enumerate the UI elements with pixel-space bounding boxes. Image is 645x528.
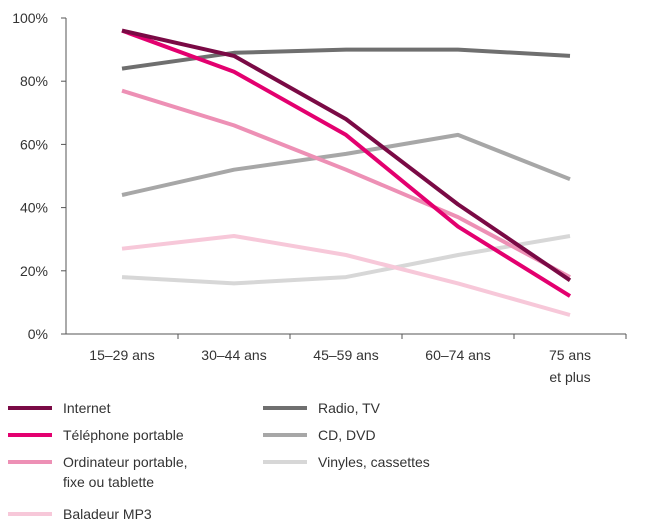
legend-item: Radio, TV [263, 400, 381, 416]
legend-label-line: Baladeur MP3 [63, 506, 152, 522]
x-tick-label-line: 45–59 ans [313, 347, 378, 363]
legend-item: Internet [8, 400, 111, 416]
x-tick-label-line: 15–29 ans [89, 347, 154, 363]
series-lines [121, 28, 572, 317]
legend-label-line: Téléphone portable [63, 427, 184, 443]
legend-label: Téléphone portable [63, 427, 184, 443]
x-tick-label: 15–29 ans [89, 347, 154, 363]
legend-label-line: fixe ou tablette [63, 474, 154, 490]
y-tick-label: 80% [20, 73, 48, 89]
x-tick-label-line: 60–74 ans [425, 347, 490, 363]
x-axis: 15–29 ans 30–44 ans 45–59 ans 60–74 ans 75 a… [89, 334, 627, 385]
x-tick-label-line: 75 ans [549, 347, 591, 363]
x-tick-label: 45–59 ans [313, 347, 378, 363]
legend-label: Baladeur MP3 [63, 506, 152, 522]
legend-label-line: CD, DVD [318, 427, 376, 443]
series-line [121, 47, 571, 71]
x-tick-label: 30–44 ans [201, 347, 266, 363]
legend-label: CD, DVD [318, 427, 376, 443]
legend-label: Radio, TV [318, 400, 381, 416]
y-tick-label: 60% [20, 136, 48, 152]
series-line [121, 88, 571, 279]
y-axis: 0% 20% 40% 60% 80% 100% [12, 10, 66, 342]
legend-item: CD, DVD [263, 427, 376, 443]
y-tick-label: 40% [20, 200, 48, 216]
plot-frame [65, 18, 626, 335]
legend-label: Vinyles, cassettes [318, 454, 430, 470]
legend-item: Vinyles, cassettes [263, 454, 430, 470]
legend-item: Téléphone portable [8, 427, 184, 443]
y-tick-label: 0% [28, 326, 48, 342]
legend-label-line: Radio, TV [318, 400, 381, 416]
x-tick-label-line: et plus [549, 369, 590, 385]
legend-label: Internet [63, 400, 111, 416]
legend-label-line: Vinyles, cassettes [318, 454, 430, 470]
legend-label-line: Ordinateur portable, [63, 454, 188, 470]
x-tick-label-line: 30–44 ans [201, 347, 266, 363]
series-line [121, 234, 571, 317]
legend-item: Baladeur MP3 [8, 506, 152, 522]
x-tick-label: 60–74 ans [425, 347, 490, 363]
legend-label: Ordinateur portable, fixe ou tablette [63, 454, 188, 490]
series-line [121, 28, 572, 282]
series-line [121, 132, 571, 197]
legend-item: Ordinateur portable, fixe ou tablette [8, 454, 188, 490]
x-tick-label: 75 ans et plus [549, 347, 591, 385]
y-tick-label: 20% [20, 263, 48, 279]
legend: Internet Téléphone portable Ordinateur por… [8, 400, 430, 522]
series-line [121, 28, 572, 298]
legend-label-line: Internet [63, 400, 111, 416]
y-tick-label: 100% [12, 10, 48, 26]
